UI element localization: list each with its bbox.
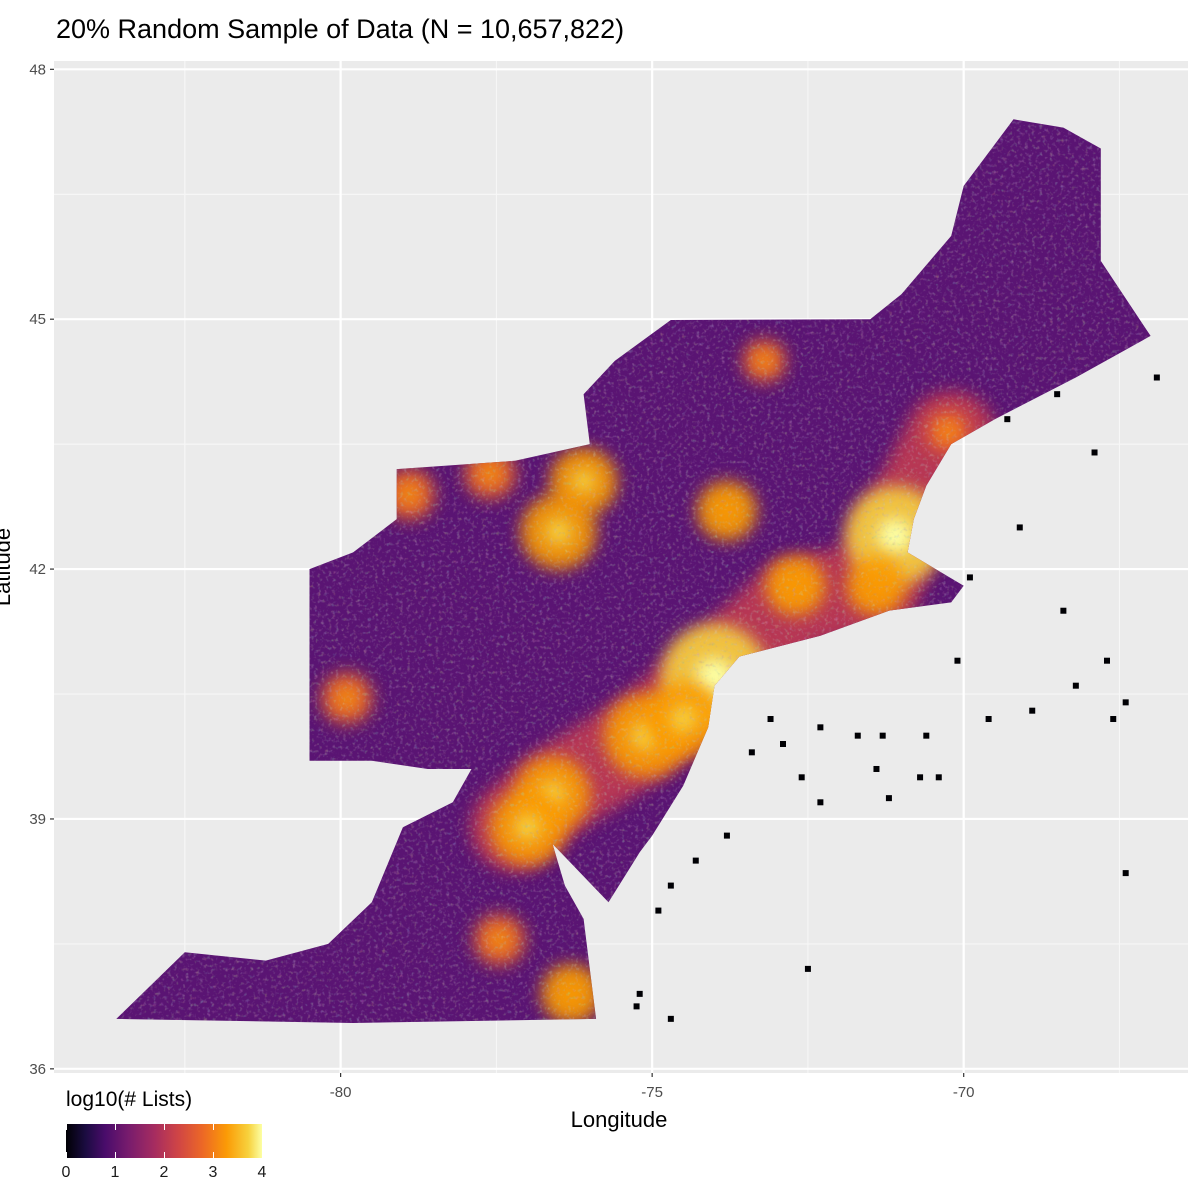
data-point <box>667 882 674 889</box>
color-legend: log10(# Lists) 0 1 2 3 4 <box>62 1088 286 1184</box>
data-point <box>854 732 861 739</box>
data-point <box>655 907 662 914</box>
legend-tick <box>213 1124 214 1130</box>
data-point <box>723 832 730 839</box>
data-point <box>879 732 886 739</box>
data-point <box>817 724 824 731</box>
x-tick-label: -80 <box>330 1084 352 1101</box>
y-tick-label: 39 <box>29 811 46 828</box>
legend-tick-label: 0 <box>61 1164 71 1181</box>
data-point <box>817 799 824 806</box>
data-point <box>1110 716 1117 723</box>
data-point <box>1004 416 1011 423</box>
legend-tick <box>164 1152 165 1158</box>
legend-tick-label: 3 <box>208 1164 218 1181</box>
data-point <box>636 990 643 997</box>
legend-tick <box>164 1124 165 1130</box>
y-axis: 36 39 42 45 48 <box>29 61 54 1078</box>
data-point <box>1153 374 1160 381</box>
data-point <box>917 774 924 781</box>
legend-tick <box>262 1124 263 1130</box>
data-point <box>1060 607 1067 614</box>
data-point <box>1072 682 1079 689</box>
x-tick-label: -70 <box>953 1084 975 1101</box>
legend-tick <box>66 1152 67 1158</box>
data-point <box>798 774 805 781</box>
legend-tick <box>66 1124 67 1130</box>
data-point <box>1016 524 1023 531</box>
data-point <box>1122 870 1129 877</box>
x-axis-title: Longitude <box>571 1107 668 1132</box>
y-tick-label: 42 <box>29 561 46 578</box>
data-point <box>935 774 942 781</box>
data-point <box>885 795 892 802</box>
data-point <box>1104 657 1110 664</box>
legend-tick <box>115 1152 116 1158</box>
data-point <box>804 965 811 972</box>
y-tick-label: 48 <box>29 61 46 78</box>
data-point <box>1029 707 1036 714</box>
chart-title: 20% Random Sample of Data (N = 10,657,82… <box>56 14 625 44</box>
legend-tick <box>115 1124 116 1130</box>
legend-tick <box>262 1152 263 1158</box>
data-point <box>1054 391 1061 398</box>
x-tick-label: -75 <box>641 1084 663 1101</box>
data-point <box>966 574 973 581</box>
x-axis: -80 -75 -70 <box>330 1073 975 1101</box>
data-point <box>692 857 699 864</box>
legend-tick <box>213 1152 214 1158</box>
y-tick-label: 45 <box>29 311 46 328</box>
legend-labels: 0 1 2 3 4 <box>62 1164 286 1184</box>
legend-tick-label: 4 <box>257 1164 267 1181</box>
y-axis-title: Latitude <box>0 528 15 606</box>
data-point <box>780 740 786 747</box>
legend-tick-label: 1 <box>110 1164 120 1181</box>
data-point <box>1122 699 1129 706</box>
data-point <box>1091 449 1098 456</box>
data-point <box>873 765 880 772</box>
data-point <box>633 1003 640 1010</box>
legend-colorbar <box>66 1124 263 1158</box>
data-point <box>748 749 755 756</box>
data-point <box>923 732 930 739</box>
legend-title: log10(# Lists) <box>66 1088 193 1111</box>
data-point <box>985 716 992 723</box>
data-point <box>767 716 774 723</box>
data-point <box>667 1015 674 1022</box>
data-point <box>954 657 961 664</box>
y-tick-label: 36 <box>29 1061 46 1078</box>
legend-tick-label: 2 <box>159 1164 169 1181</box>
sparse-points-layer <box>633 374 1160 1022</box>
